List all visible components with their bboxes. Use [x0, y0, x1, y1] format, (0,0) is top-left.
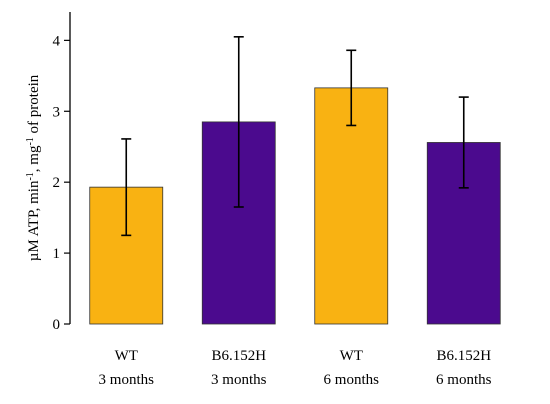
y-axis-label: µM ATP, min-1, mg-1 of protein [25, 74, 43, 261]
x-tick-label-3-line2: 6 months [324, 372, 380, 388]
x-tick-label-4-line2: 6 months [436, 372, 492, 388]
y-tick-label-2: 2 [53, 175, 61, 191]
y-axis-label-sup-2: -1 [25, 137, 36, 145]
x-labels-group: WT 3 months B6.152H 3 months WT 6 months B6.15… [99, 348, 492, 388]
x-tick-label-3-line1: WT [340, 348, 363, 364]
y-axis-label-part-b: , mg [26, 145, 42, 172]
x-tick-label-1-line1: WT [115, 348, 138, 364]
bars-group [89, 87, 501, 325]
y-axis-label-part-a: µM ATP, min [26, 180, 42, 261]
x-tick-label-2-line2: 3 months [211, 372, 267, 388]
x-tick-label-4-line1: B6.152H [436, 348, 491, 364]
y-tick-label-1: 1 [53, 246, 61, 262]
y-tick-label-3: 3 [53, 104, 61, 120]
y-axis-label-sup-1: -1 [25, 172, 36, 180]
y-tick-label-4: 4 [53, 33, 61, 49]
y-axis-label-part-c: of protein [26, 74, 42, 137]
error-bars-group [121, 36, 469, 237]
y-tick-label-0: 0 [53, 317, 61, 333]
x-tick-label-1-line2: 3 months [99, 372, 155, 388]
x-tick-label-2-line1: B6.152H [211, 348, 266, 364]
y-ticks-group: 0 1 2 3 4 [53, 33, 70, 333]
